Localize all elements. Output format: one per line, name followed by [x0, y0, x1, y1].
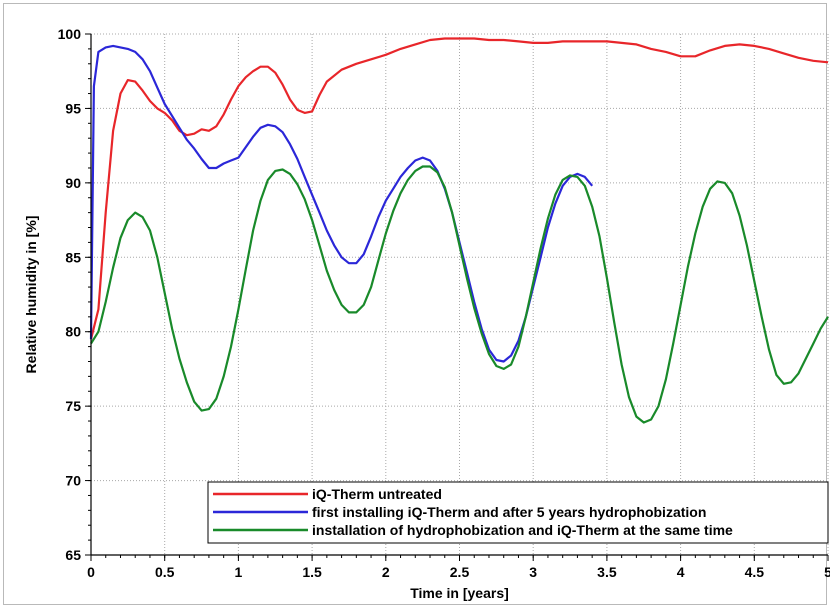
x-tick-label: 0	[87, 564, 95, 580]
x-tick-label: 2	[382, 564, 390, 580]
axes	[85, 33, 829, 561]
y-tick-label: 95	[65, 100, 81, 116]
series-line-3	[90, 165, 829, 424]
series-line-2	[89, 44, 594, 363]
legend-label-1: iQ-Therm untreated	[312, 486, 442, 502]
legend-label-2: first installing iQ-Therm and after 5 ye…	[312, 504, 706, 520]
x-tick-label: 4	[677, 564, 685, 580]
y-tick-label: 85	[65, 249, 81, 265]
x-axis-title: Time in [years]	[410, 585, 509, 601]
legend: iQ-Therm untreated first installing iQ-Th…	[207, 481, 829, 544]
x-tick-label: 4.5	[745, 564, 765, 580]
y-axis-title: Relative humidity in [%]	[23, 216, 39, 374]
grid	[91, 33, 829, 555]
legend-label-3: installation of hydrophobization and iQ-…	[312, 522, 733, 538]
legend-box	[207, 481, 829, 544]
x-tick-label: 1	[235, 564, 243, 580]
y-tick-label: 100	[58, 26, 82, 42]
x-tick-label: 2.5	[450, 564, 470, 580]
y-tick-label: 90	[65, 175, 81, 191]
x-tick-label: 5	[824, 564, 830, 580]
x-tick-label: 3.5	[597, 564, 617, 580]
y-tick-label: 80	[65, 324, 81, 340]
y-tick-label: 75	[65, 398, 81, 414]
x-tick-label: 1.5	[302, 564, 322, 580]
x-tick-label: 3	[529, 564, 537, 580]
y-tick-label: 65	[65, 547, 81, 563]
series-line-1	[89, 37, 829, 340]
tick-labels: 0 0.5 1 1.5 2 2.5 3 3.5 4 4.5 5 65 70 75 80 85 90 95 100	[58, 26, 830, 580]
series-layer	[89, 37, 829, 424]
y-tick-label: 70	[65, 473, 81, 489]
x-tick-label: 0.5	[155, 564, 175, 580]
